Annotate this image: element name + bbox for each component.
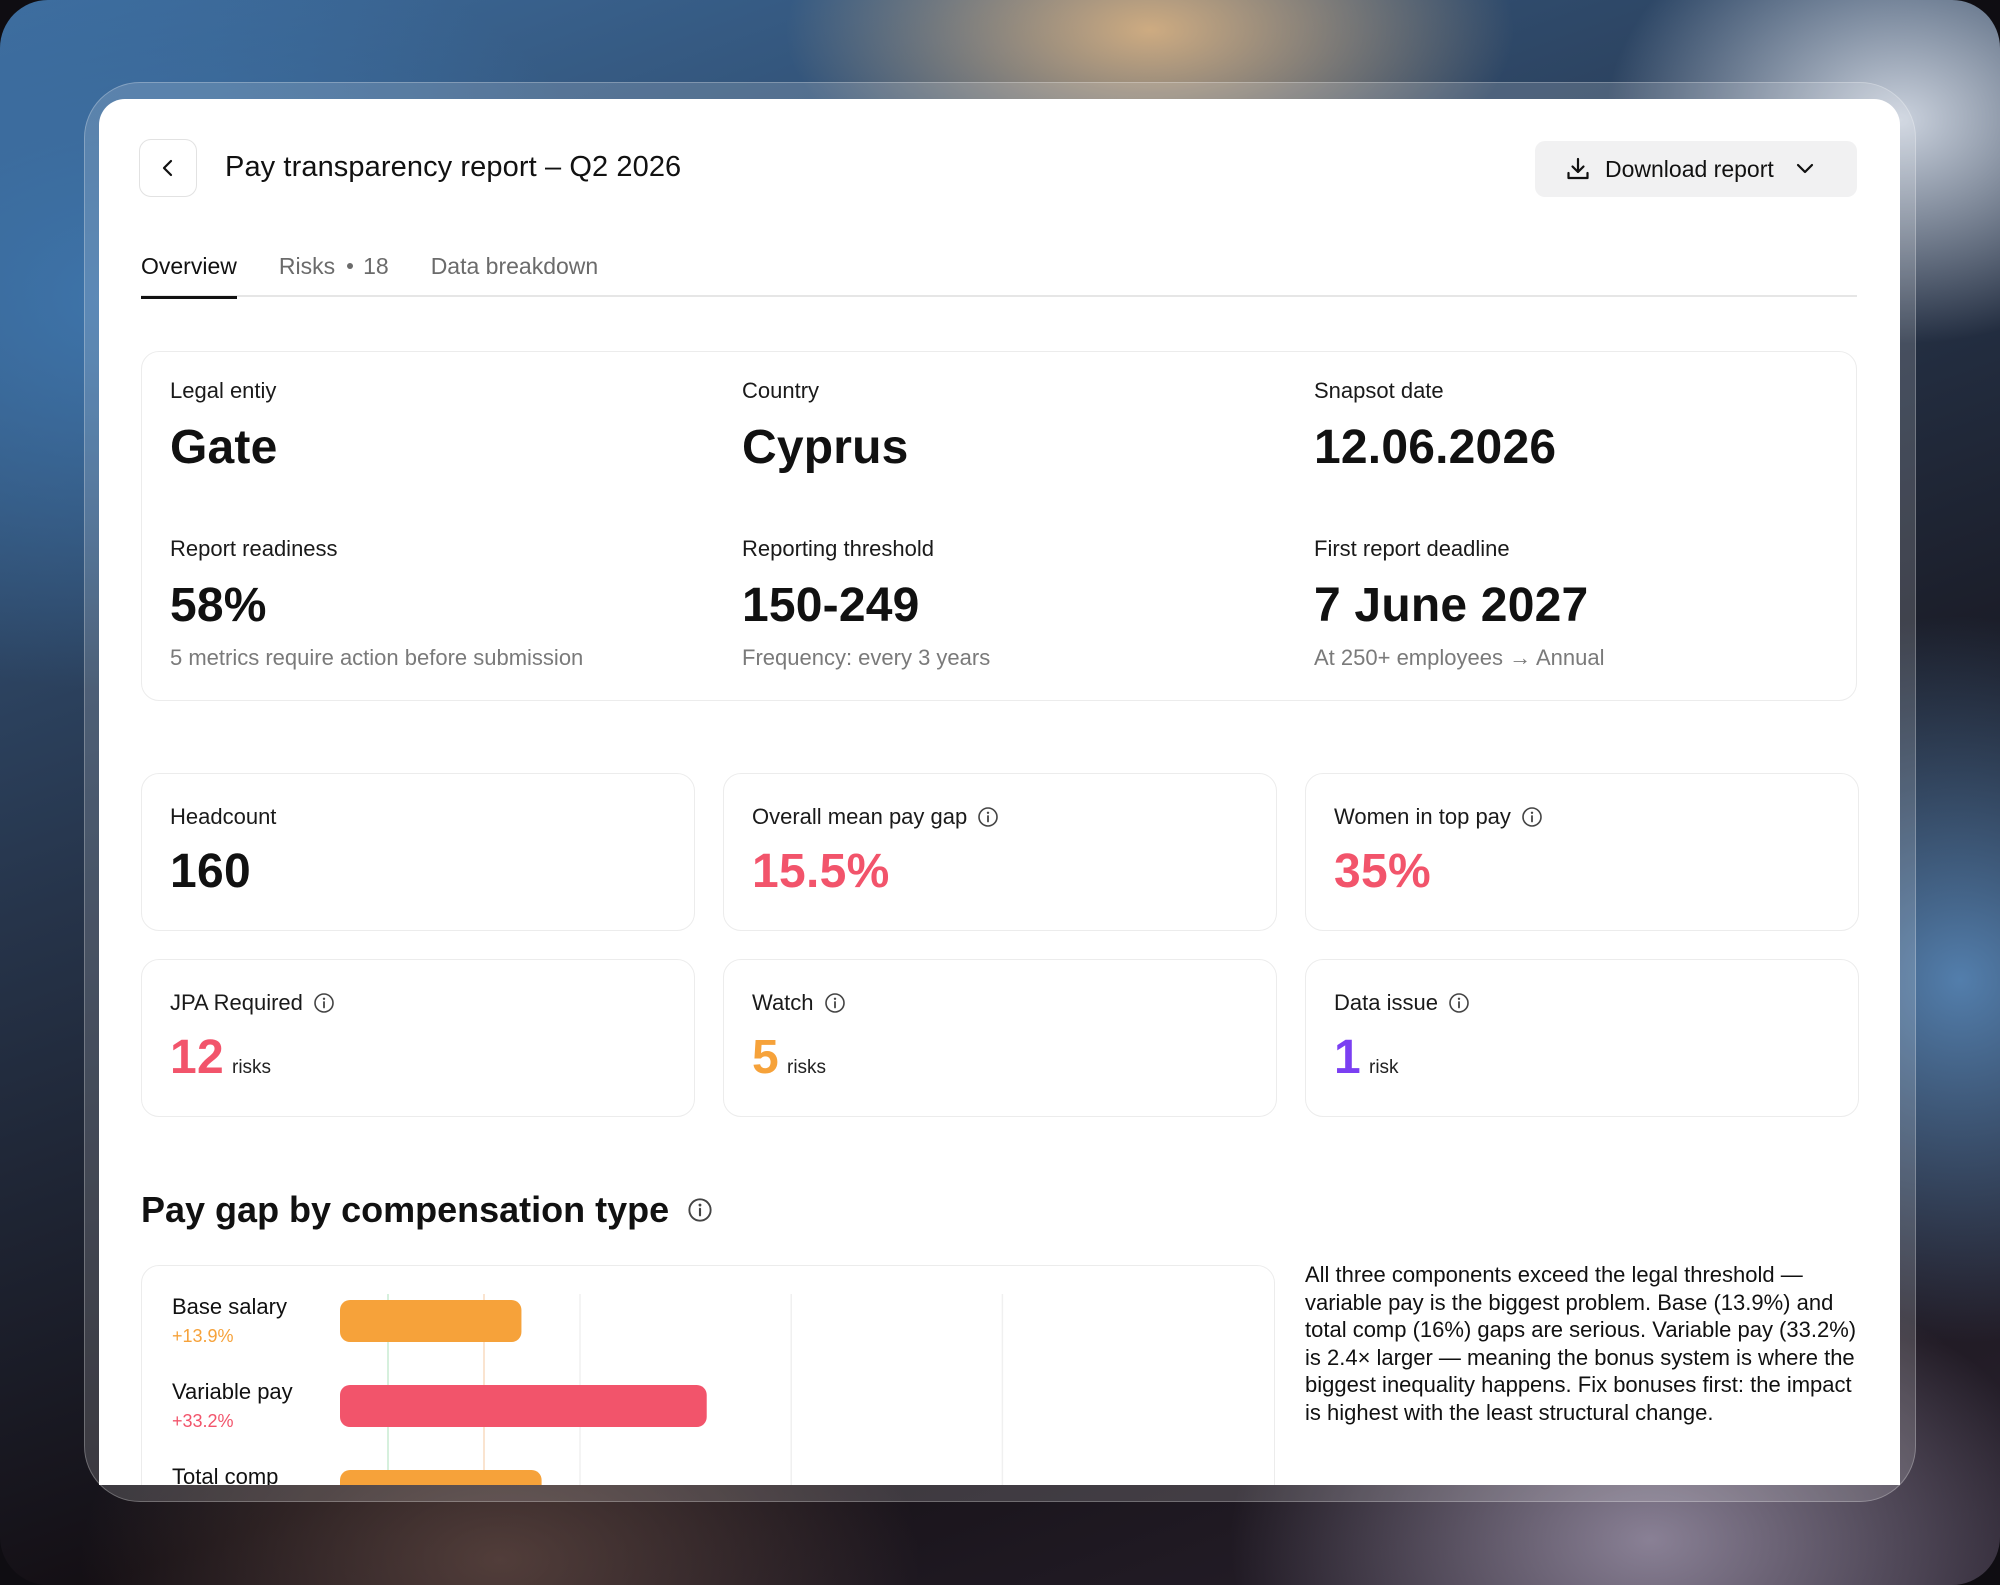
- separator-dot: [347, 262, 354, 269]
- watch-value: 5 risks: [752, 1030, 826, 1085]
- info-icon[interactable]: [824, 992, 846, 1014]
- section-title-text: Pay gap by compensation type: [141, 1189, 670, 1230]
- chevron-down-icon: [1796, 163, 1813, 174]
- tab-risks-label: Risks: [278, 253, 336, 279]
- data-issue-unit: risk: [1369, 1057, 1399, 1078]
- page-title: Pay transparency report – Q2 2026: [225, 151, 682, 183]
- tab-data-breakdown[interactable]: Data breakdown: [431, 249, 599, 297]
- snapshot-date: Snapsot date 12.06.2026: [1314, 378, 1556, 475]
- watch-unit: risks: [787, 1057, 827, 1078]
- bar-category-label: Total comp: [172, 1464, 278, 1485]
- data-issue-label-text: Data issue: [1334, 990, 1438, 1015]
- reporting-threshold-value: 150-249: [742, 579, 920, 632]
- chevron-left-icon: [162, 159, 173, 177]
- mean-pay-gap-card: Overall mean pay gap 15.5%: [723, 773, 1277, 931]
- download-report-button[interactable]: Download report: [1535, 141, 1857, 197]
- jpa-required-value: 12 risks: [170, 1030, 271, 1085]
- back-button[interactable]: [139, 139, 197, 197]
- snapshot-date-value: 12.06.2026: [1314, 421, 1557, 474]
- reporting-threshold-note: Frequency: every 3 years: [742, 645, 991, 670]
- women-top-pay-label-text: Women in top pay: [1334, 804, 1511, 829]
- tab-overview-label: Overview: [141, 253, 237, 279]
- watch-card[interactable]: Watch 5 risks: [723, 959, 1277, 1117]
- jpa-required-count: 12: [170, 1031, 224, 1084]
- bar-value-label: +13.9%: [172, 1326, 234, 1346]
- mean-pay-gap-label-text: Overall mean pay gap: [752, 804, 968, 829]
- first-report-deadline: First report deadline 7 June 2027 At 250…: [1314, 536, 1604, 671]
- jpa-required-unit: risks: [232, 1057, 272, 1078]
- tab-bar: Overview Risks 18 Data breakdown: [141, 249, 1857, 299]
- tab-overview[interactable]: Overview: [141, 249, 237, 299]
- jpa-required-card[interactable]: JPA Required 12 risks: [141, 959, 695, 1117]
- country-label: Country: [742, 378, 820, 403]
- data-issue-count: 1: [1334, 1031, 1361, 1084]
- legal-entity: Legal entiy Gate: [170, 378, 278, 475]
- section-title: Pay gap by compensation type: [141, 1189, 713, 1231]
- chart-summary: All three components exceed the legal th…: [1305, 1262, 1857, 1425]
- women-top-pay-label: Women in top pay: [1334, 804, 1543, 830]
- tab-risks-count: 18: [363, 253, 389, 279]
- reporting-threshold-label: Reporting threshold: [742, 536, 935, 561]
- bar: [340, 1385, 707, 1427]
- report-info-card: Legal entiy Gate Country Cyprus Snapsot …: [141, 351, 1857, 701]
- women-top-pay-card: Women in top pay 35%: [1305, 773, 1859, 931]
- bar: [340, 1300, 522, 1342]
- country-value: Cyprus: [742, 421, 909, 474]
- watch-count: 5: [752, 1031, 779, 1084]
- reporting-threshold: Reporting threshold 150-249 Frequency: e…: [742, 536, 990, 671]
- legal-entity-label: Legal entiy: [170, 378, 277, 403]
- report-readiness: Report readiness 58% 5 metrics require a…: [170, 536, 583, 671]
- mean-pay-gap-label: Overall mean pay gap: [752, 804, 999, 830]
- headcount-label-text: Headcount: [170, 804, 277, 829]
- info-icon[interactable]: [313, 992, 335, 1014]
- jpa-required-label: JPA Required: [170, 990, 335, 1016]
- country: Country Cyprus: [742, 378, 909, 475]
- tab-data-breakdown-label: Data breakdown: [430, 253, 599, 279]
- bar-category-label: Base salary: [172, 1294, 287, 1319]
- first-report-deadline-label: First report deadline: [1314, 536, 1510, 561]
- info-icon[interactable]: [1521, 806, 1543, 828]
- download-report-label: Download report: [1605, 155, 1774, 182]
- legal-entity-value: Gate: [170, 421, 278, 474]
- watch-label: Watch: [752, 990, 846, 1016]
- tab-risks[interactable]: Risks 18: [279, 249, 389, 297]
- bar-value-label: +33.2%: [172, 1411, 234, 1431]
- data-issue-label: Data issue: [1334, 990, 1470, 1016]
- first-report-deadline-note: At 250+ employees → Annual: [1314, 645, 1605, 670]
- data-issue-card[interactable]: Data issue 1 risk: [1305, 959, 1859, 1117]
- bar-category-label: Variable pay: [172, 1379, 293, 1404]
- watch-label-text: Watch: [752, 990, 814, 1015]
- headcount-value: 160: [170, 845, 251, 898]
- report-readiness-note: 5 metrics require action before submissi…: [170, 645, 584, 670]
- jpa-required-label-text: JPA Required: [170, 990, 303, 1015]
- pay-gap-chart-card: Base salary +13.9% Variable pay +33.2% Total…: [141, 1265, 1275, 1485]
- report-readiness-label: Report readiness: [170, 536, 338, 561]
- mean-pay-gap-value: 15.5%: [752, 845, 890, 898]
- info-icon[interactable]: [977, 806, 999, 828]
- pay-gap-bar-chart: Base salary +13.9% Variable pay +33.2% Total…: [172, 1294, 1004, 1485]
- app-window: Pay transparency report – Q2 2026 Downlo…: [99, 99, 1900, 1485]
- info-icon[interactable]: [1448, 992, 1470, 1014]
- headcount-card: Headcount 160: [141, 773, 695, 931]
- download-icon: [1567, 157, 1589, 180]
- women-top-pay-value: 35%: [1334, 845, 1431, 898]
- data-issue-value: 1 risk: [1334, 1030, 1399, 1085]
- bar: [340, 1470, 542, 1485]
- info-icon[interactable]: [687, 1197, 713, 1223]
- headcount-label: Headcount: [170, 804, 276, 830]
- snapshot-date-label: Snapsot date: [1314, 378, 1444, 403]
- report-readiness-value: 58%: [170, 579, 267, 632]
- first-report-deadline-value: 7 June 2027: [1314, 579, 1589, 632]
